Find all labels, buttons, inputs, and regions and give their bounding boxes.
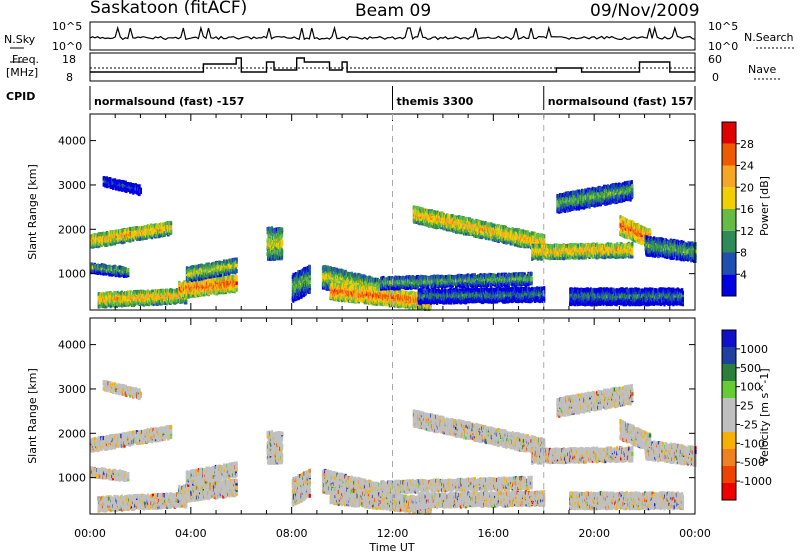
power-cell	[281, 249, 283, 253]
cpid-segment-label: themis 3300	[397, 95, 474, 108]
noise-tick-bottom: 10^0	[52, 40, 82, 53]
station-title: Saskatoon (fitACF)	[90, 0, 247, 18]
cpid-label: CPID	[6, 90, 35, 103]
noise-rtick-bottom: 10^0	[708, 40, 738, 53]
power-cell	[170, 221, 172, 225]
date-title: 09/Nov/2009	[590, 1, 700, 21]
noise-rtick-top: 10^5	[708, 20, 738, 33]
frequency-panel: Freq. [MHz] 18 8 60 0 Nave	[6, 53, 782, 84]
power-cell	[309, 290, 311, 294]
freq-label-2: [MHz]	[6, 66, 38, 79]
cpid-panel: CPID normalsound (fast) -157 themis 3300 n…	[6, 86, 695, 110]
power-cell	[309, 270, 311, 274]
nave-tick-0: 0	[712, 71, 719, 84]
noise-trace	[90, 28, 695, 39]
cpid-segment-label: normalsound (fast) -157	[94, 95, 244, 108]
power-cell	[309, 265, 311, 269]
cpid-segment-label: normalsound (fast) 157	[548, 95, 694, 108]
power-data-cells	[90, 176, 697, 311]
frequency-line	[90, 58, 695, 72]
power-cell	[127, 268, 129, 272]
cpid-segments: normalsound (fast) -157 themis 3300 normal…	[94, 86, 694, 110]
power-cell	[144, 290, 146, 294]
power-cell	[236, 269, 238, 273]
power-cell	[281, 256, 283, 260]
power-cell	[309, 284, 311, 288]
nave-label: Nave	[748, 63, 776, 76]
noise-panel: N.Sky 10^5 10^0 10^5 10^0 N.Search	[4, 20, 796, 53]
nave-tick-60: 60	[708, 53, 722, 66]
power-cell	[281, 227, 283, 231]
beam-title: Beam 09	[355, 1, 431, 21]
power-cell	[236, 275, 238, 279]
power-cell	[170, 226, 172, 230]
freq-label-1: Freq.	[12, 53, 39, 66]
noise-tick-top: 10^5	[52, 20, 82, 33]
power-cell	[236, 258, 238, 262]
freq-trace	[90, 58, 695, 72]
nsearch-label: N.Search	[744, 31, 794, 44]
freq-tick-8: 8	[66, 71, 73, 84]
freq-tick-18: 18	[62, 53, 76, 66]
noise-line	[90, 28, 695, 39]
nsky-label: N.Sky	[4, 33, 36, 46]
power-cell	[281, 240, 283, 244]
